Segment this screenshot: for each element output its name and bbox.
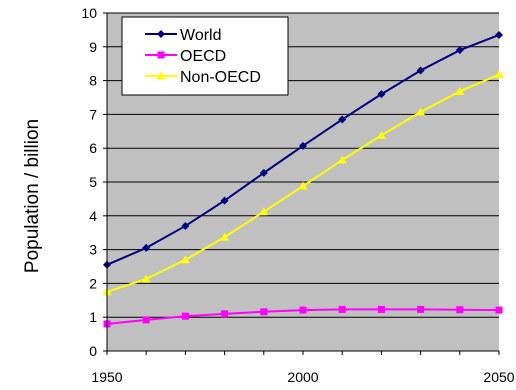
data-point-world	[377, 90, 386, 99]
data-point-world	[299, 141, 307, 150]
data-point-oecd	[181, 312, 189, 320]
data-point-world	[338, 115, 347, 124]
y-tick-label: 6	[89, 140, 97, 156]
legend-marker-non-oecd	[156, 71, 166, 80]
legend-label-non-oecd: Non-OECD	[180, 69, 261, 86]
x-tick-label: 1950	[91, 369, 122, 385]
legend-label-oecd: OECD	[180, 48, 226, 65]
data-point-oecd	[377, 305, 385, 313]
data-point-non-oecd	[141, 274, 151, 283]
data-point-oecd	[221, 310, 229, 318]
data-point-oecd	[456, 306, 464, 314]
y-tick-label: 3	[89, 242, 97, 258]
y-tick-label: 7	[89, 106, 97, 122]
y-tick-label: 9	[89, 39, 97, 55]
data-point-non-oecd	[337, 155, 347, 164]
x-tick-label: 2050	[483, 369, 514, 385]
series-non-oecd	[102, 70, 504, 296]
data-point-non-oecd	[416, 107, 426, 116]
y-tick-label: 5	[89, 174, 97, 190]
data-point-oecd	[142, 316, 150, 324]
series-group	[102, 30, 504, 328]
data-point-non-oecd	[376, 130, 386, 139]
legend-marker-oecd	[157, 51, 165, 59]
data-point-non-oecd	[220, 232, 230, 241]
y-tick-label: 2	[89, 275, 97, 291]
data-point-non-oecd	[455, 86, 465, 95]
data-point-non-oecd	[180, 255, 190, 264]
data-point-non-oecd	[259, 207, 269, 216]
data-point-world	[455, 46, 464, 55]
y-tick-label: 10	[81, 5, 97, 21]
data-point-non-oecd	[298, 181, 308, 190]
data-point-world	[181, 221, 190, 230]
legend: World OECD Non-OECD	[121, 16, 289, 96]
legend-marker-world	[157, 30, 165, 38]
data-point-oecd	[417, 305, 425, 313]
y-tick-label: 0	[89, 343, 97, 359]
y-tick-label: 1	[89, 309, 97, 325]
data-point-world	[416, 66, 425, 75]
data-point-world	[220, 196, 229, 205]
data-point-world	[259, 168, 268, 177]
x-tick-label: 2000	[287, 369, 318, 385]
data-point-oecd	[260, 308, 268, 316]
y-tick-label: 4	[89, 208, 97, 224]
data-point-oecd	[299, 306, 307, 314]
data-point-world	[142, 243, 151, 252]
axes: 0 1 2 3 4 5 6 7 8 9 10 1950 2000 2050	[81, 5, 514, 385]
data-point-oecd	[338, 305, 346, 313]
data-point-oecd	[495, 306, 503, 314]
data-point-world	[495, 30, 503, 39]
series-world	[103, 30, 503, 269]
y-axis-label: Population / billion	[22, 119, 43, 273]
legend-label-world: World	[180, 27, 222, 44]
data-point-non-oecd	[494, 70, 504, 79]
y-tick-label: 8	[89, 73, 97, 89]
